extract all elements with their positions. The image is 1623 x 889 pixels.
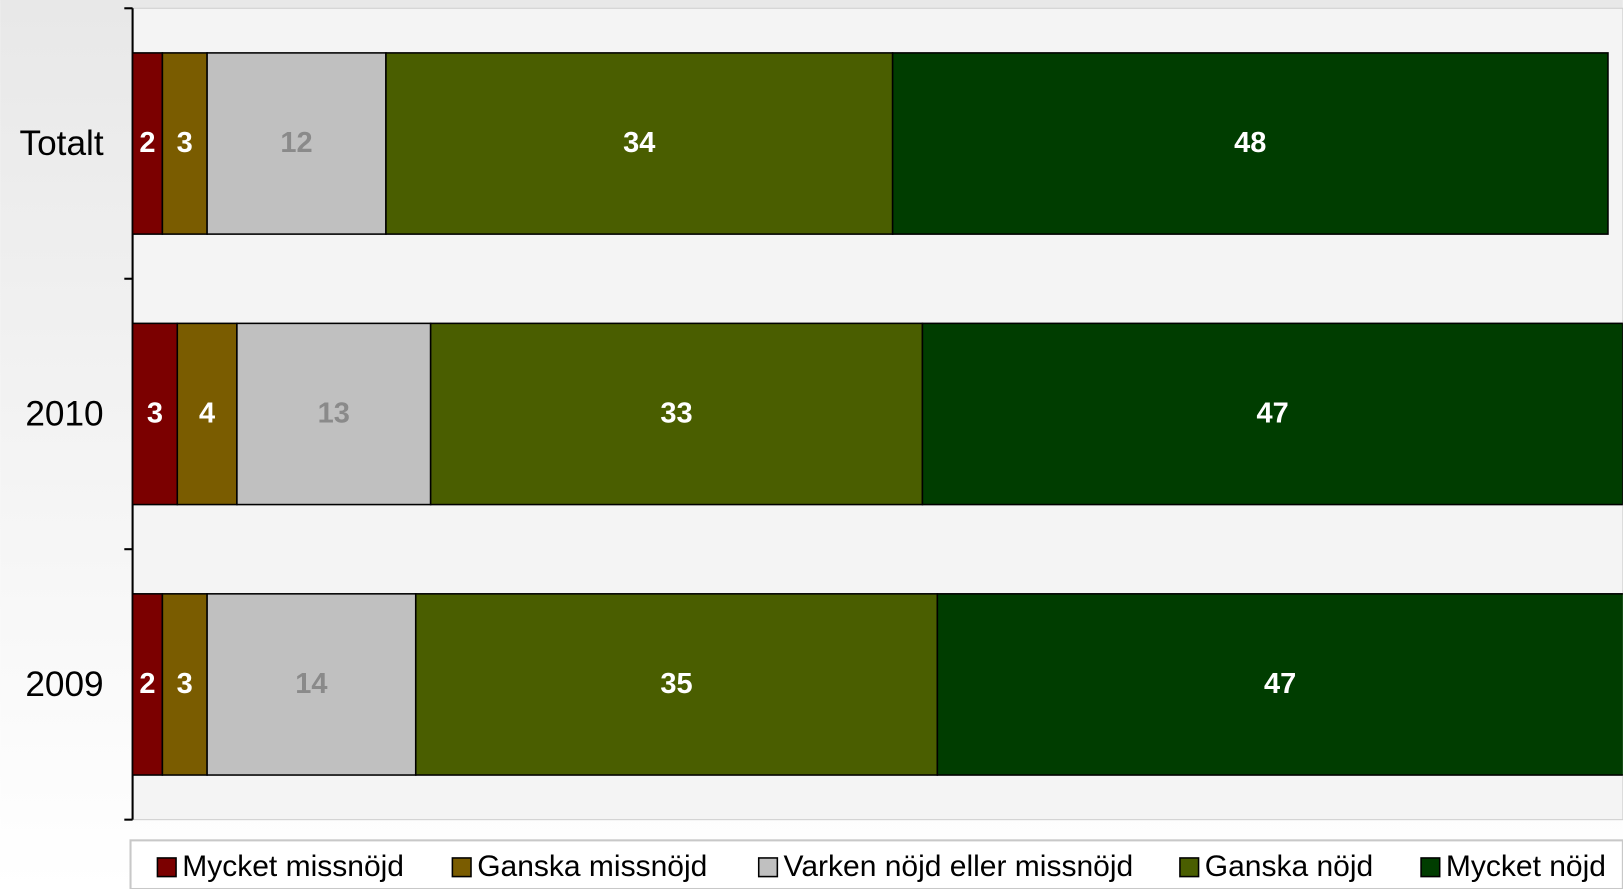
- legend-swatch: [757, 857, 779, 878]
- legend-swatch: [1179, 857, 1200, 878]
- data-label: 3: [177, 668, 193, 700]
- bar-segment: [414, 593, 939, 776]
- bar-segment: [206, 52, 387, 235]
- bar-segment: [206, 593, 417, 776]
- data-label: 12: [280, 127, 312, 159]
- legend-label: Ganska nöjd: [1205, 850, 1373, 883]
- legend-label: Varken nöjd eller missnöjd: [784, 850, 1134, 883]
- data-label: 14: [295, 668, 327, 700]
- legend-label: Mycket nöjd: [1446, 850, 1606, 883]
- legend-label: Ganska missnöjd: [477, 850, 707, 883]
- data-label: 34: [623, 127, 655, 159]
- data-label: 48: [1234, 127, 1266, 159]
- bar-segment: [936, 593, 1623, 776]
- bar-segment: [921, 322, 1623, 506]
- data-label: 13: [318, 398, 350, 430]
- bar-segment: [891, 52, 1609, 235]
- data-label: 35: [660, 668, 692, 700]
- data-label: 4: [199, 398, 215, 430]
- data-label: 47: [1264, 668, 1296, 700]
- y-tick-label: 2009: [25, 665, 103, 704]
- data-label: 2: [139, 127, 155, 159]
- bars: 2 3 12 34 483 4 13 33 472 3 14 35 47: [132, 52, 1623, 776]
- y-tick-label: Totalt: [20, 124, 104, 163]
- bar-segment: [236, 322, 432, 506]
- data-label: 3: [147, 398, 163, 430]
- bar-segment: [132, 322, 179, 506]
- data-label: 33: [660, 398, 692, 430]
- data-label: 3: [177, 127, 193, 159]
- legend: [129, 839, 1623, 889]
- bar-segment: [429, 322, 924, 506]
- bar-segment: [176, 322, 238, 506]
- data-label: 2: [139, 668, 155, 700]
- y-tick-label: 2010: [25, 394, 103, 433]
- legend-label: Mycket missnöjd: [182, 850, 404, 883]
- legend-swatch: [451, 857, 472, 878]
- data-label: 47: [1257, 398, 1289, 430]
- legend-swatch: [1420, 857, 1441, 878]
- bar-segment: [161, 52, 208, 235]
- bar-segment: [132, 52, 164, 235]
- legend-swatch: [156, 857, 177, 878]
